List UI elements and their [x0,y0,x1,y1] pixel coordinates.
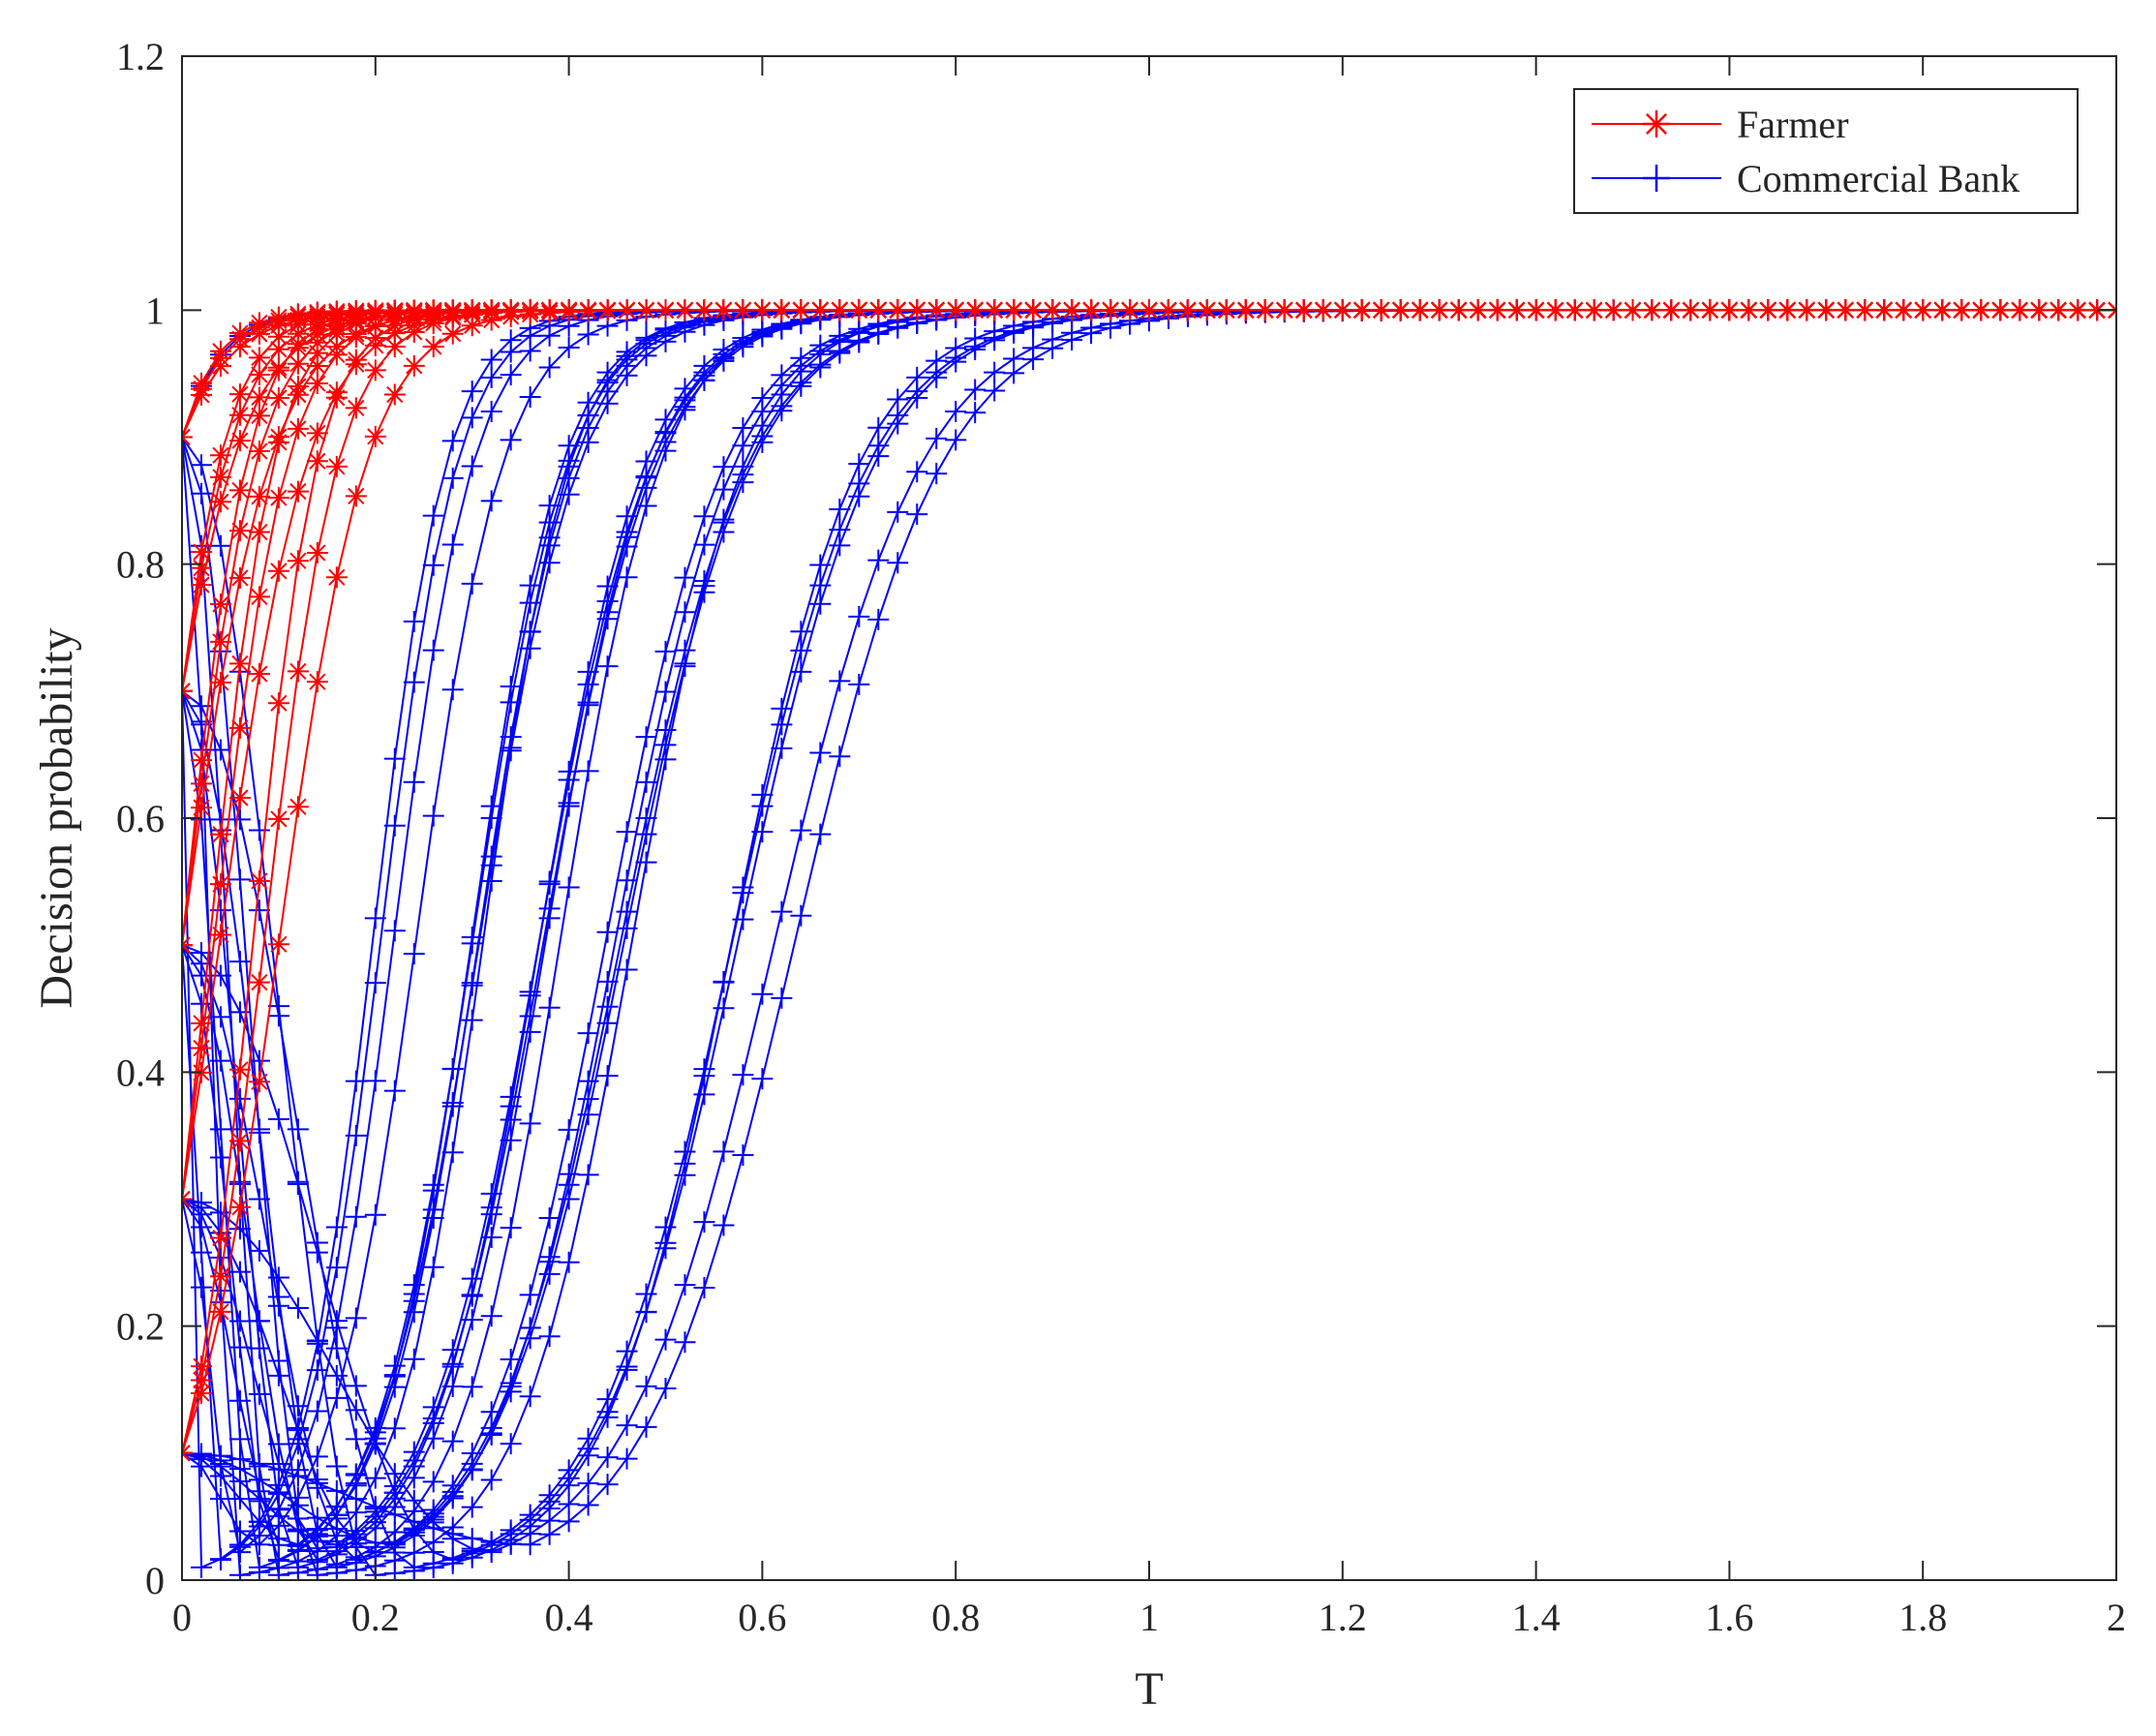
series-markers [182,299,2116,1464]
legend-marker [1643,110,1670,137]
y-tick-label: 0.4 [116,1051,165,1094]
x-tick-label: 0 [172,1596,192,1639]
x-tick-label: 1 [1139,1596,1159,1639]
x-tick-label: 0.8 [931,1596,980,1639]
legend-label: Farmer [1737,103,1849,146]
tick-labels: 0 0.2 0.4 0.6 0.8 1 1.2 1.4 1.6 1.8 2 0 0.2 0.4 0.6 0.8… [116,35,2126,1639]
x-tick-label: 1.4 [1512,1596,1561,1639]
plot-area [182,299,2116,1580]
legend-item-farmer: Farmer [1592,103,1849,146]
legend-box [1573,88,2079,214]
legend-marker [1643,165,1670,192]
legend-item-commercial-bank: Commercial Bank [1592,157,2019,200]
y-axis-label: Decision probability [31,627,82,1008]
axis-ticks [181,55,2117,1581]
x-tick-label: 1.8 [1898,1596,1947,1639]
x-tick-label: 1.6 [1705,1596,1753,1639]
x-tick-label: 0.6 [738,1596,786,1639]
y-tick-label: 0 [145,1559,165,1602]
x-tick-label: 0.4 [545,1596,593,1639]
y-tick-label: 1.2 [116,35,165,78]
y-tick-label: 0.8 [116,543,165,587]
x-tick-label: 2 [2107,1596,2126,1639]
x-axis-label: T [1135,1663,1163,1715]
series-farmer [182,299,2116,1464]
legend-label: Commercial Bank [1737,157,2019,200]
legend: Farmer Commercial Bank [1573,88,2079,214]
x-tick-label: 1.2 [1319,1596,1367,1639]
y-tick-label: 0.2 [116,1305,165,1349]
x-tick-label: 0.2 [351,1596,400,1639]
y-tick-label: 1 [145,289,165,332]
y-tick-label: 0.6 [116,797,165,840]
